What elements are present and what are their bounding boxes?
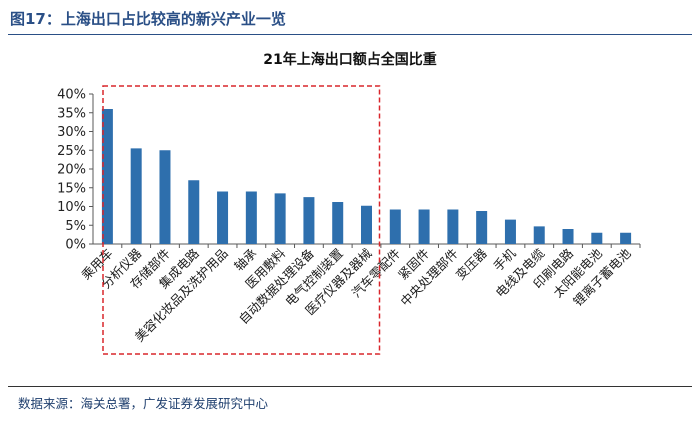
bar: [389, 209, 401, 244]
figure-header: 图17：上海出口占比较高的新兴产业一览: [0, 0, 700, 34]
source-note: 数据来源：海关总署，广发证券发展研究中心: [18, 396, 269, 411]
bar: [188, 180, 200, 244]
bar: [418, 209, 430, 244]
bar: [504, 219, 516, 244]
footer-rule: [8, 386, 692, 387]
y-tick-label: 30%: [57, 125, 86, 140]
y-tick-label: 15%: [57, 181, 86, 196]
y-tick-label: 40%: [57, 88, 86, 103]
x-tick-label: 变压器: [453, 245, 490, 282]
y-tick-label: 10%: [57, 200, 86, 215]
highlight-box: [102, 85, 381, 355]
bar: [101, 109, 113, 244]
bar: [533, 226, 545, 244]
chart-title: 21年上海出口额占全国比重: [263, 52, 437, 68]
y-tick-label: 35%: [57, 106, 86, 121]
y-tick-label: 20%: [57, 163, 86, 178]
bar: [620, 232, 632, 244]
bar: [274, 193, 286, 244]
bar: [591, 232, 603, 244]
bar: [562, 229, 574, 244]
y-tick-label: 25%: [57, 144, 86, 159]
y-tick-label: 0%: [65, 238, 86, 253]
bar: [332, 202, 344, 244]
figure-title: 图17：上海出口占比较高的新兴产业一览: [10, 10, 286, 28]
bar: [159, 150, 171, 244]
bar: [303, 197, 315, 244]
bar: [130, 148, 142, 244]
bar: [217, 191, 229, 244]
bar: [447, 209, 459, 244]
y-tick-label: 5%: [65, 219, 86, 234]
bar: [245, 191, 257, 244]
header-rule: [8, 34, 692, 35]
bar: [361, 205, 372, 244]
bar: [476, 211, 488, 244]
